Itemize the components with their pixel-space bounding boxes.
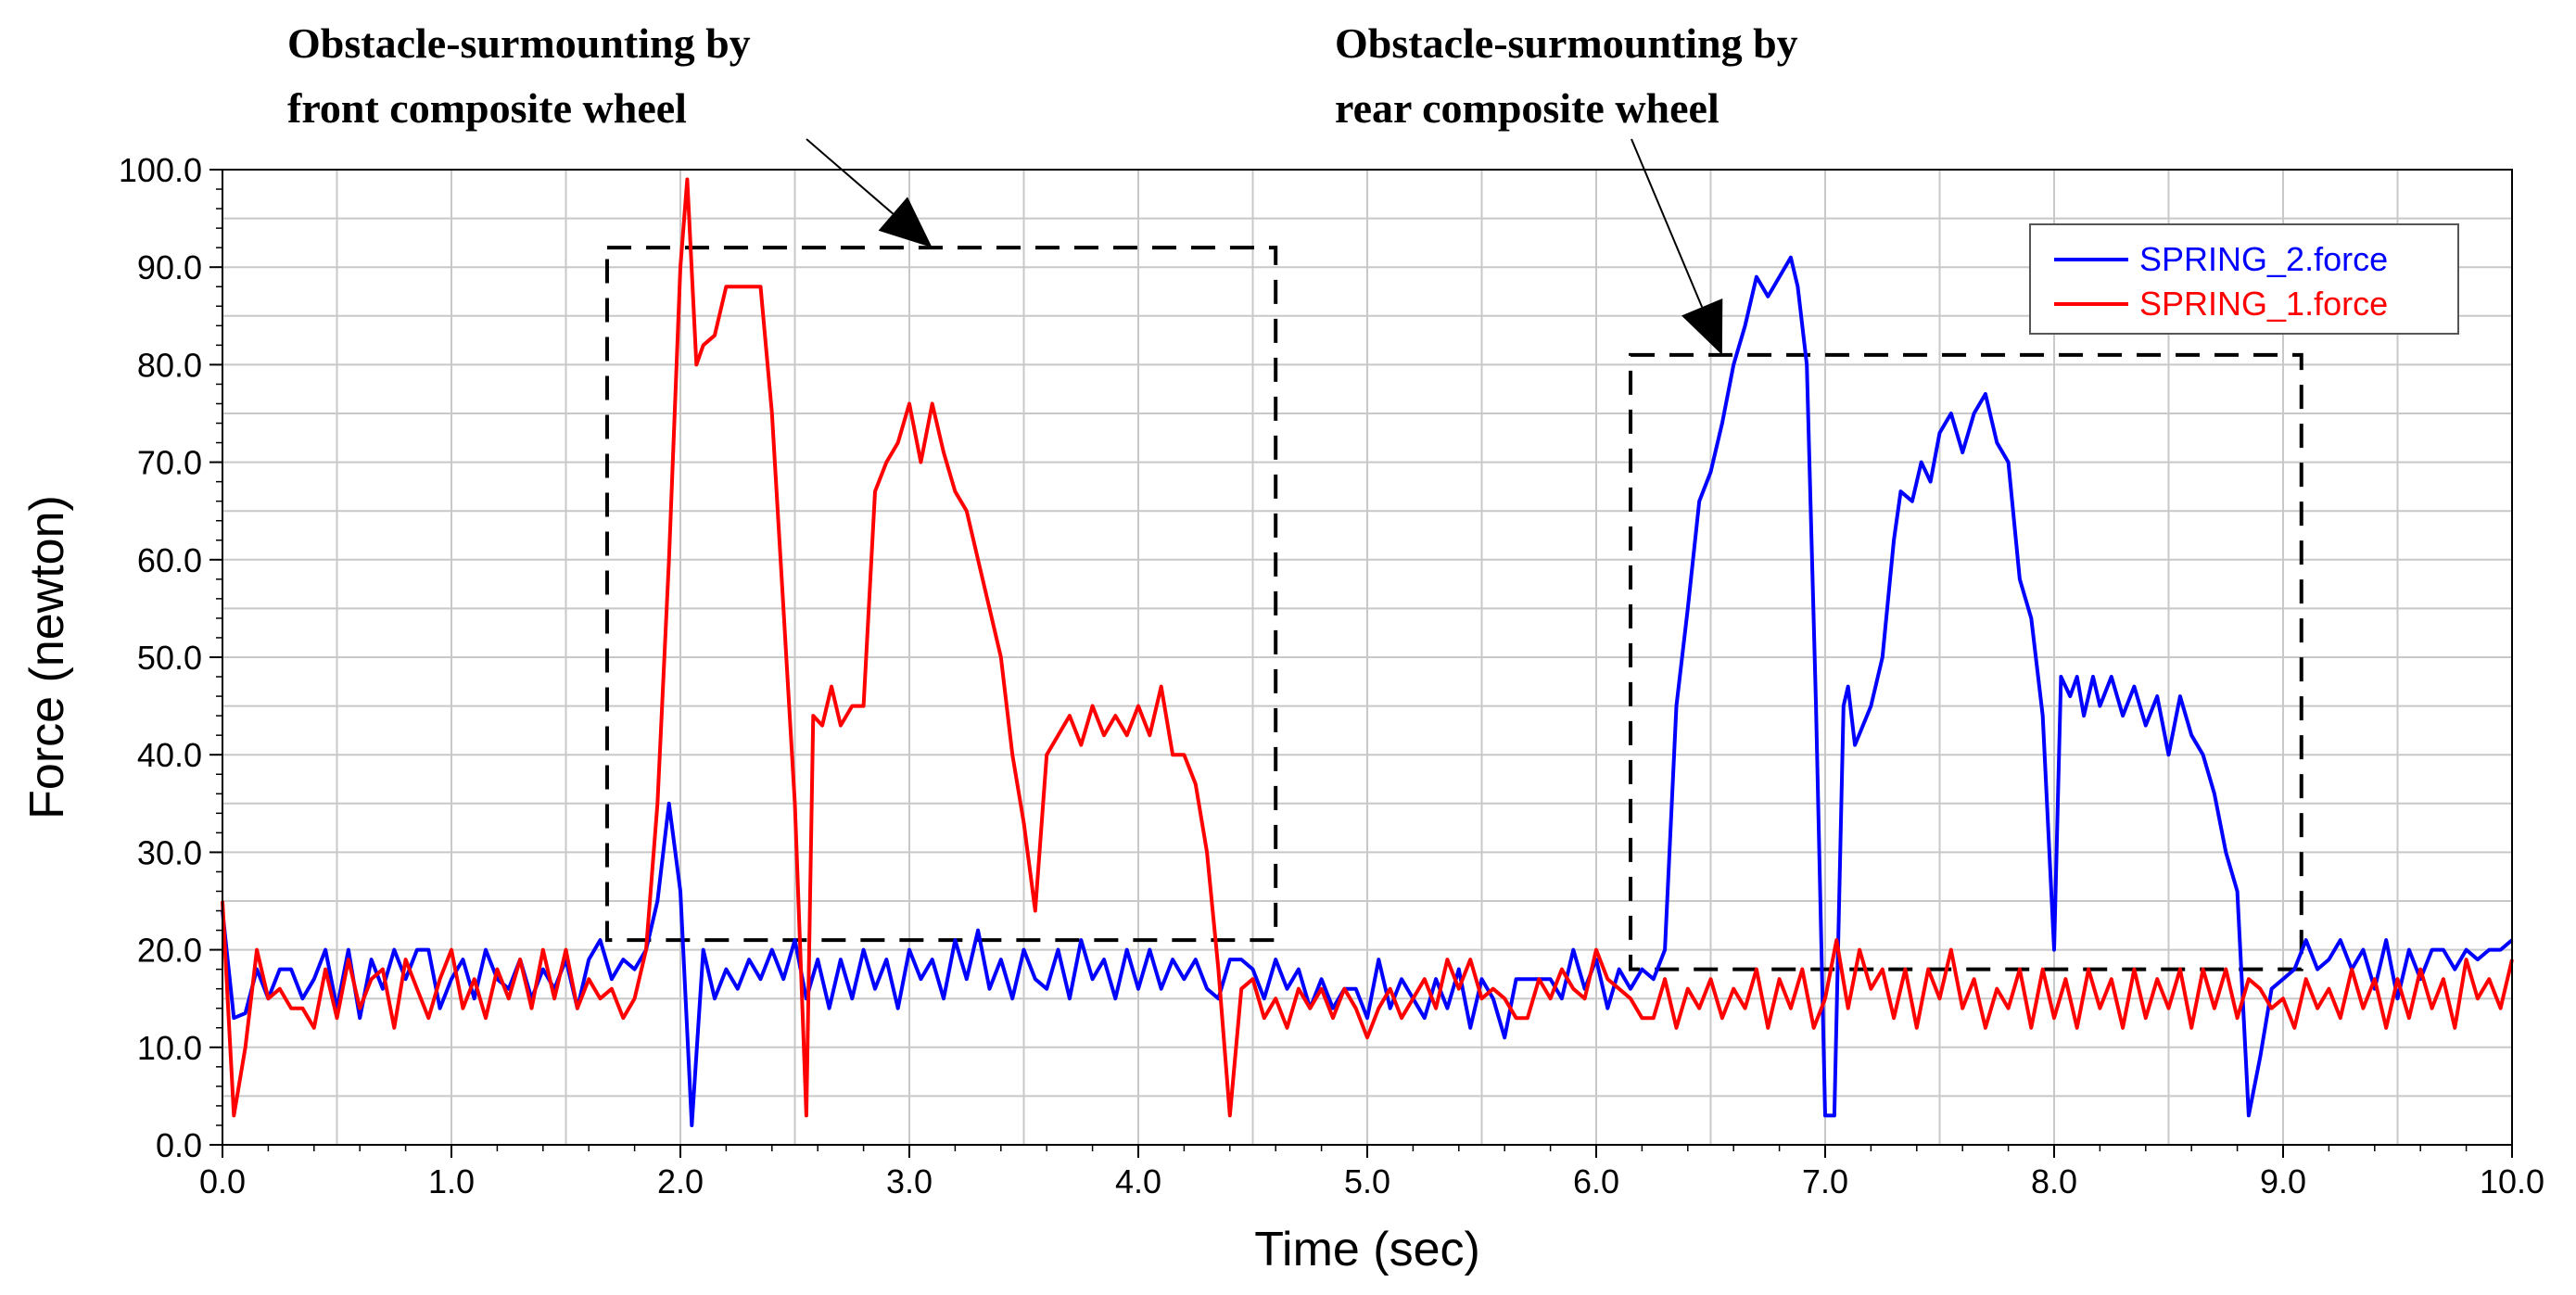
legend: SPRING_2.force SPRING_1.force bbox=[2029, 223, 2459, 335]
x-tick-label: 6.0 bbox=[1573, 1162, 1619, 1200]
annotation-arrow-head bbox=[878, 197, 933, 248]
rear-wheel-annotation-line-2: rear composite wheel bbox=[1335, 84, 1719, 132]
y-tick-label: 80.0 bbox=[137, 346, 202, 384]
y-tick-label: 10.0 bbox=[137, 1029, 202, 1067]
x-tick-label: 1.0 bbox=[428, 1162, 475, 1200]
y-tick-label: 90.0 bbox=[137, 248, 202, 286]
x-tick-label: 8.0 bbox=[2031, 1162, 2077, 1200]
x-tick-label: 3.0 bbox=[886, 1162, 933, 1200]
annotation-arrow-head bbox=[1681, 298, 1723, 355]
annotation-boxes bbox=[604, 246, 2303, 971]
x-tick-label: 7.0 bbox=[1802, 1162, 1848, 1200]
annotation-arrow-shaft bbox=[806, 138, 894, 215]
x-tick-label: 2.0 bbox=[657, 1162, 704, 1200]
x-tick-label: 0.0 bbox=[199, 1162, 246, 1200]
y-tick-label: 20.0 bbox=[137, 932, 202, 970]
series-line-spring-2-force bbox=[221, 255, 2514, 1127]
y-axis-title: Force (newton) bbox=[20, 495, 74, 819]
y-tick-label: 50.0 bbox=[137, 639, 202, 677]
annotation-arrow-shaft bbox=[1631, 138, 1704, 308]
y-tick-label: 40.0 bbox=[137, 736, 202, 774]
x-tick-label: 4.0 bbox=[1115, 1162, 1161, 1200]
legend-box bbox=[2029, 223, 2459, 335]
front-wheel-annotation-line-2: front composite wheel bbox=[287, 84, 687, 132]
x-axis-title: Time (sec) bbox=[1254, 1223, 1480, 1276]
x-tick-label: 9.0 bbox=[2260, 1162, 2306, 1200]
front-wheel-annotation-line-1: Obstacle-surmounting by bbox=[287, 19, 751, 67]
y-tick-label: 30.0 bbox=[137, 833, 202, 871]
rear-wheel-annotation-line-1: Obstacle-surmounting by bbox=[1335, 19, 1798, 67]
annotation-box bbox=[604, 246, 1278, 943]
series-lines bbox=[221, 177, 2514, 1127]
legend-label-spring-2: SPRING_2.force bbox=[2139, 240, 2388, 278]
series-line-spring-1-force bbox=[221, 177, 2514, 1118]
axes: 0.0 1.0 2.0 3.0 4.0 5.0 6.0 7.0 8.0 9.0 10.0 0.0 10.… bbox=[119, 151, 2544, 1200]
x-tick-label: 5.0 bbox=[1344, 1162, 1390, 1200]
x-tick-label: 10.0 bbox=[2480, 1162, 2544, 1200]
annotations: Obstacle-surmounting by front composite … bbox=[287, 19, 1798, 355]
y-tick-label: 100.0 bbox=[119, 151, 202, 189]
y-tick-label: 0.0 bbox=[156, 1126, 202, 1164]
annotation-box bbox=[1629, 352, 2303, 971]
y-tick-label: 70.0 bbox=[137, 444, 202, 482]
legend-label-spring-1: SPRING_1.force bbox=[2139, 285, 2388, 323]
y-tick-label: 60.0 bbox=[137, 541, 202, 579]
